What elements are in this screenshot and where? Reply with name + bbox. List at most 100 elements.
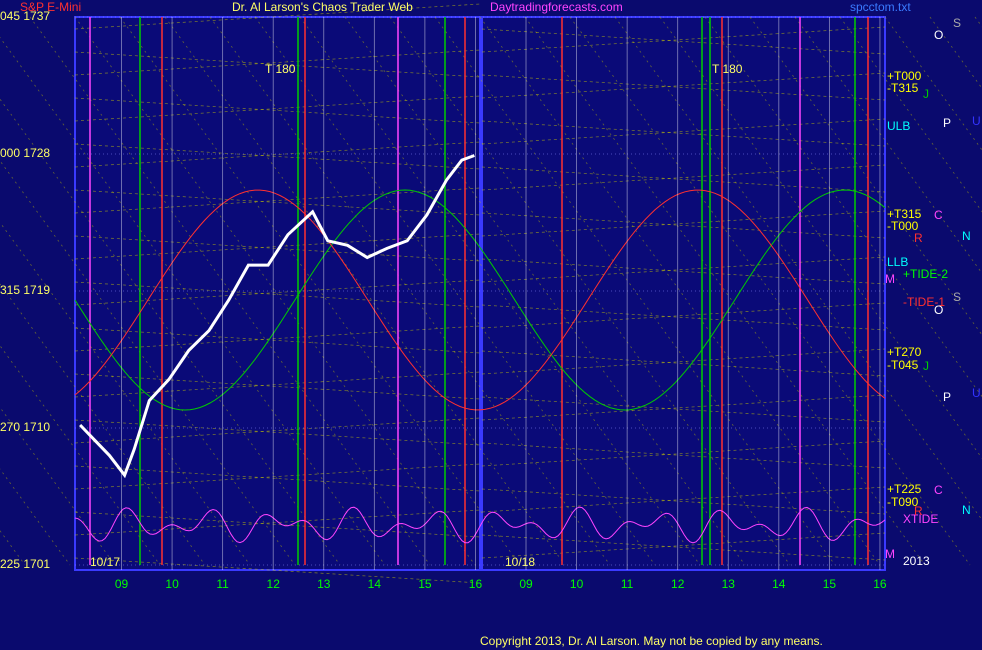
annotation: -T090 — [887, 495, 919, 509]
x-tick-label: 13 — [722, 577, 736, 591]
band-line — [481, 120, 886, 147]
file-name: spcctom.txt — [850, 0, 911, 14]
band-line — [481, 26, 886, 53]
lattice-line — [0, 160, 296, 566]
y-tick-label: 000 1728 — [0, 146, 50, 160]
lattice-line — [299, 16, 701, 566]
annotation: +T315 — [887, 207, 922, 221]
band-line — [481, 164, 886, 191]
x-tick-label: 11 — [216, 577, 229, 591]
x-tick-label: 11 — [621, 577, 634, 591]
band-line — [74, 141, 481, 168]
annotation: +TIDE-2 — [903, 267, 948, 281]
lattice-line — [0, 345, 161, 566]
x-tick-label: 16 — [469, 577, 483, 591]
annotation: -TIDE-1 — [903, 295, 945, 309]
annotation: R — [914, 504, 923, 518]
band-line — [481, 304, 886, 331]
xtide-curve — [74, 506, 886, 544]
x-tick-label: 09 — [115, 577, 129, 591]
lattice-line — [0, 221, 251, 566]
band-line — [74, 97, 481, 124]
annotation: ULB — [887, 119, 910, 133]
band-line — [74, 51, 481, 78]
annotation: LLB — [887, 255, 908, 269]
panel-day-2 — [481, 16, 886, 571]
band-line — [481, 348, 886, 375]
website: Daytradingforecasts.com — [490, 0, 623, 14]
annotation: +T000 — [887, 69, 922, 83]
annotation: S — [953, 290, 961, 304]
lattice-line — [344, 16, 746, 566]
annotation: U — [972, 386, 981, 400]
annotation: O — [934, 28, 943, 42]
annotation: C — [934, 208, 943, 222]
band-line — [481, 166, 886, 193]
band-line — [481, 74, 886, 101]
lattice-line — [0, 36, 386, 566]
x-tick-label: 10 — [165, 577, 179, 591]
annotation: N — [962, 503, 971, 517]
turn-label: T 180 — [712, 62, 743, 76]
annotation: C — [934, 483, 943, 497]
band-line — [74, 373, 481, 400]
band-line — [481, 28, 886, 55]
chart-title: Dr. Al Larson's Chaos Trader Web — [232, 0, 413, 14]
x-tick-label: 10 — [570, 577, 584, 591]
x-tick-label: 12 — [267, 577, 281, 591]
band-line — [481, 534, 886, 561]
annotation: -T045 — [887, 358, 919, 372]
annotation: J — [923, 87, 929, 101]
band-line — [481, 210, 886, 237]
lattice-line — [569, 16, 971, 566]
band-line — [74, 371, 481, 398]
annotation: XTIDE — [903, 512, 938, 526]
lattice-line — [524, 16, 926, 566]
turn-label: T 180 — [265, 62, 296, 76]
lattice-line — [209, 16, 611, 566]
x-tick-label: 16 — [873, 577, 887, 591]
x-tick-label: 13 — [317, 577, 331, 591]
annotation: P — [943, 116, 951, 130]
lattice-line — [119, 16, 521, 566]
x-tick-label: 14 — [772, 577, 786, 591]
band-line — [74, 511, 481, 538]
band-line — [74, 3, 481, 30]
instrument: S&P E-Mini — [20, 0, 81, 14]
band-line — [481, 256, 886, 283]
y-tick-label: 315 1719 — [0, 283, 50, 297]
lattice-line — [164, 16, 566, 566]
band-line — [74, 187, 481, 214]
annotation: +T270 — [887, 345, 922, 359]
tide-curve — [74, 189, 886, 411]
annotation: +T225 — [887, 482, 922, 496]
band-line — [74, 557, 481, 584]
annotation: S — [953, 16, 961, 30]
lattice-line — [434, 16, 836, 566]
band-line — [74, 95, 481, 122]
date-label: 10/17 — [90, 555, 120, 569]
band-line — [481, 488, 886, 515]
lattice-line — [389, 16, 791, 566]
x-tick-label: 15 — [823, 577, 837, 591]
band-line — [481, 442, 886, 469]
lattice-line — [614, 16, 982, 521]
band-line — [481, 258, 886, 285]
band-line — [481, 302, 886, 329]
tide-curve — [74, 189, 886, 411]
annotation: O — [934, 303, 943, 317]
x-tick-label: 15 — [418, 577, 432, 591]
band-line — [74, 189, 481, 216]
annotation: -T000 — [887, 219, 919, 233]
lattice-line — [0, 406, 116, 566]
band-line — [74, 509, 481, 536]
band-line — [481, 350, 886, 377]
band-line — [481, 486, 886, 513]
annotation: 2013 — [903, 554, 930, 568]
band-line — [74, 327, 481, 354]
annotation: R — [914, 231, 923, 245]
band-line — [481, 394, 886, 421]
lattice-line — [0, 468, 71, 566]
